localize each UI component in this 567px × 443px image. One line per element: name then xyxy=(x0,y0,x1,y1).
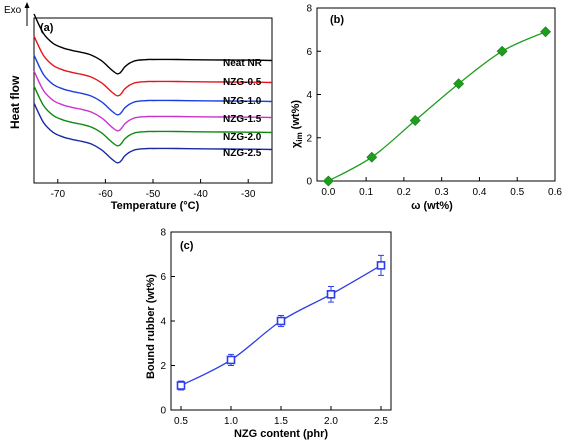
panel-b-xtick-label: 0.0 xyxy=(321,187,335,198)
panel-b-ylabel-sub: im xyxy=(295,132,304,141)
panel-c-xlabel: NZG content (phr) xyxy=(234,428,328,440)
panel-a-xtick-label: -60 xyxy=(98,189,113,200)
panel-b-data-point xyxy=(453,78,465,90)
panel-a-curve-nzg-0-5 xyxy=(33,35,273,97)
panel-b-data-point xyxy=(540,26,551,38)
panel-b-ytick-label: 8 xyxy=(306,4,312,15)
panel-a-xtick-label: -30 xyxy=(241,189,256,200)
panel-a-xtick-label: -50 xyxy=(146,189,161,200)
panel-b-fit-line xyxy=(327,31,546,182)
panel-c-data xyxy=(176,254,386,391)
panel-a-xlabel: Temperature (°C) xyxy=(111,200,200,212)
exo-arrowhead-icon xyxy=(24,2,30,8)
panel-a-curve-labels: Neat NR NZG-0.5 NZG-1.0 NZG-1.5 NZG-2.0 NZG-2… xyxy=(223,58,263,159)
panel-b-data-point xyxy=(322,175,334,187)
panel-a-curve-nzg-1-0 xyxy=(33,54,273,116)
panel-a-curves xyxy=(33,13,273,164)
panel-c-xtick-label: 2.0 xyxy=(324,416,338,427)
panel-c: (c) Bound rubber (wt%) NZG content (phr)… xyxy=(145,228,392,440)
panel-c-data-point xyxy=(326,289,336,299)
panel-b-xtick-label: 0.6 xyxy=(548,187,562,198)
panel-a: (a) Exo Heat flow Temperature (°C) -70 -6… xyxy=(4,2,273,212)
panel-c-label: (c) xyxy=(180,240,194,252)
panel-b-ylabel-main: χ xyxy=(290,141,302,148)
panel-c-xtick-label: 1.5 xyxy=(274,416,288,427)
panel-a-label: (a) xyxy=(40,22,54,34)
panel-c-xtick-label: 2.5 xyxy=(374,416,388,427)
panel-a-curve-label: NZG-2.5 xyxy=(223,148,262,159)
panel-c-ytick-label: 2 xyxy=(160,361,166,372)
exo-label: Exo xyxy=(4,5,22,16)
panel-a-curve-label: NZG-2.0 xyxy=(223,132,262,143)
panel-a-curve-label: Neat NR xyxy=(223,58,263,69)
panel-c-ytick-label: 6 xyxy=(160,272,166,283)
panel-c-data-point xyxy=(226,355,236,365)
panel-a-xtick-label: -70 xyxy=(51,189,66,200)
panel-c-ylabel: Bound rubber (wt%) xyxy=(145,274,157,379)
panel-c-ticks: 0.5 1.0 1.5 2.0 2.5 0 2 4 6 8 xyxy=(160,228,388,428)
panel-c-xtick-label: 1.0 xyxy=(224,416,238,427)
panel-a-curve-label: NZG-1.0 xyxy=(223,96,262,107)
panel-c-ytick-label: 4 xyxy=(160,317,166,328)
panel-a-ylabel: Heat flow xyxy=(8,75,22,129)
panel-a-xtick-label: -40 xyxy=(193,189,208,200)
panel-b-ylabel: χim (wt%) xyxy=(290,100,304,148)
panel-b-label: (b) xyxy=(330,14,344,26)
panel-a-curve-nzg-2-5 xyxy=(33,102,273,164)
panel-b-frame xyxy=(316,7,556,182)
panel-a-curve-nzg-2-0 xyxy=(33,85,273,147)
panel-a-curve-label: NZG-1.5 xyxy=(223,114,262,125)
panel-a-curve-neat-nr xyxy=(33,13,273,75)
panel-b-data xyxy=(322,26,551,187)
panel-b-ytick-label: 4 xyxy=(306,90,312,101)
panel-c-ytick-label: 8 xyxy=(160,228,166,239)
panel-b-xtick-label: 0.2 xyxy=(397,187,411,198)
panel-b-ytick-label: 0 xyxy=(306,177,312,188)
panel-c-data-point xyxy=(276,316,286,326)
panel-b-ticks: 0.0 0.1 0.2 0.3 0.4 0.5 0.6 0 2 4 6 8 xyxy=(306,4,562,199)
panel-b-ylabel-rest: (wt%) xyxy=(290,100,302,130)
panel-c-data-point xyxy=(376,261,386,270)
panel-b-data-point xyxy=(496,45,508,57)
panel-a-curve-nzg-1-5 xyxy=(33,70,273,132)
panel-b-xtick-label: 0.3 xyxy=(435,187,449,198)
panel-a-xticks: -70 -60 -50 -40 -30 xyxy=(51,179,256,200)
panel-b-data-point xyxy=(409,115,421,126)
panel-b-xlabel: ω (wt%) xyxy=(411,200,453,212)
panel-b-xtick-label: 0.4 xyxy=(472,187,486,198)
panel-b-ytick-label: 6 xyxy=(306,47,312,58)
panel-c-data-point xyxy=(176,381,186,390)
panel-c-ytick-label: 0 xyxy=(160,406,166,417)
panel-b-data-point xyxy=(366,151,378,163)
panel-b-xtick-label: 0.5 xyxy=(510,187,524,198)
panel-b-xtick-label: 0.1 xyxy=(359,187,373,198)
panel-a-curve-label: NZG-0.5 xyxy=(223,77,262,88)
panel-c-xtick-label: 0.5 xyxy=(174,416,188,427)
panel-b-ytick-label: 2 xyxy=(306,133,312,144)
panel-b: (b) χim(wt%) ω (wt%) 0.0 0.1 0.2 0.3 0.4 0.5 0… xyxy=(290,4,562,213)
